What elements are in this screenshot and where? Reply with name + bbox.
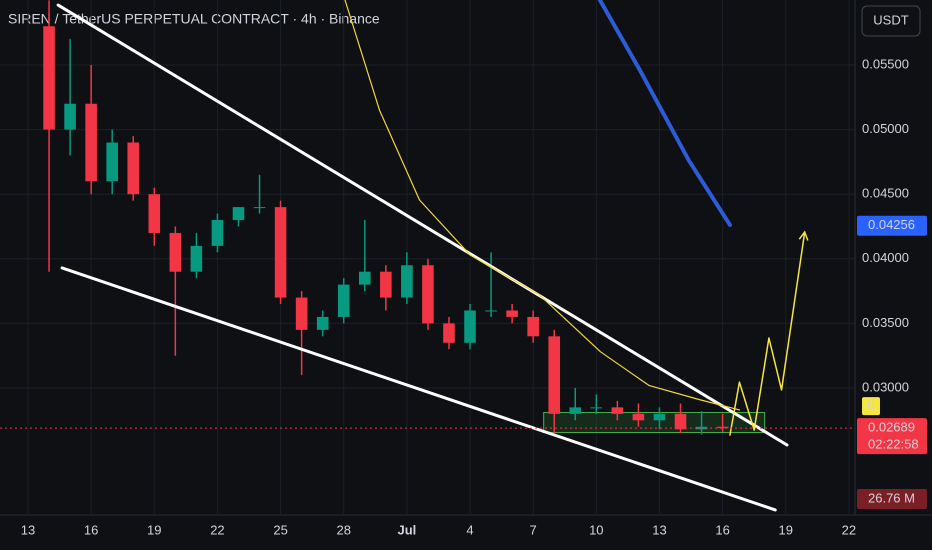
candle-body	[64, 103, 76, 130]
candle-body	[169, 232, 182, 272]
x-tick-label: 25	[273, 522, 287, 537]
price-tag-label: 0.04256	[868, 217, 915, 232]
candle-body	[232, 207, 245, 221]
x-tick-label: 22	[842, 522, 856, 537]
x-tick-label: 22	[210, 522, 224, 537]
candle-body	[85, 103, 97, 182]
candle-body	[337, 284, 350, 317]
x-tick-label: 19	[147, 522, 161, 537]
overlay-line	[729, 231, 806, 436]
zone	[543, 412, 766, 434]
x-tick-label: 4	[466, 522, 473, 537]
candle-body	[358, 271, 371, 285]
volume-label: 26.76 M	[868, 490, 915, 505]
candle-body	[106, 142, 118, 182]
candle-body	[674, 413, 687, 430]
candle-body	[611, 407, 624, 414]
countdown: 02:22:58	[868, 437, 919, 452]
x-tick-label: 7	[530, 522, 537, 537]
price-tag-label: 0.02689	[868, 420, 915, 435]
y-tick-label: 0.04500	[862, 186, 909, 201]
chart-title: SIREN / TetherUS PERPETUAL CONTRACT · 4h…	[8, 11, 380, 27]
candle-body	[380, 271, 392, 298]
y-tick-label: 0.05500	[862, 56, 909, 71]
candle-body	[127, 142, 140, 195]
overlay-line	[597, 0, 732, 227]
candle-body	[632, 413, 645, 421]
candle-body	[274, 207, 287, 298]
candle-body	[590, 407, 603, 409]
candle-body	[148, 194, 161, 233]
candle-body	[464, 310, 476, 343]
candle-body	[569, 407, 582, 414]
candle-body	[527, 316, 539, 337]
currency[interactable]: USDT	[873, 12, 908, 27]
x-tick-label: 13	[652, 522, 666, 537]
plot-area	[0, 0, 855, 515]
candle-body	[548, 336, 561, 414]
y-tick-label: 0.03000	[862, 379, 909, 394]
y-tick-label: 0.04000	[862, 250, 909, 265]
candle-body	[253, 207, 266, 209]
candle-body	[443, 323, 455, 343]
price-tag	[857, 418, 927, 455]
overlay-line	[56, 3, 789, 447]
x-tick-label: 16	[84, 522, 98, 537]
candle-body	[716, 426, 729, 429]
candle-body	[295, 297, 308, 330]
candle-body	[190, 245, 203, 272]
volume-tag	[857, 489, 927, 509]
arrow-head	[798, 230, 809, 241]
overlay-line	[60, 266, 777, 512]
candle-body	[485, 310, 497, 312]
candle-body	[316, 316, 329, 330]
candle-body	[653, 413, 666, 421]
candle-body	[43, 26, 55, 130]
candle-body	[401, 265, 413, 298]
y-tick-label: 0.03500	[862, 315, 909, 330]
x-tick-label: 13	[21, 522, 35, 537]
candle-body	[211, 220, 224, 246]
currency-button[interactable]	[861, 5, 921, 37]
x-tick-label: Jul	[397, 522, 416, 537]
price-tag	[857, 215, 927, 236]
y-tick-label: 0.05000	[862, 121, 909, 136]
indicator-tag	[862, 397, 880, 416]
x-tick-label: 28	[336, 522, 350, 537]
indicator-label: 0	[867, 398, 874, 413]
candle-body	[506, 310, 518, 317]
overlay-line	[344, 0, 741, 411]
x-tick-label: 16	[715, 522, 729, 537]
candle-body	[422, 265, 434, 324]
x-tick-label: 19	[779, 522, 793, 537]
x-tick-label: 10	[589, 522, 603, 537]
